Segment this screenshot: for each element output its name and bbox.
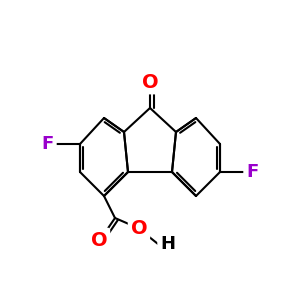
Text: H: H [160,235,175,253]
Text: F: F [42,135,54,153]
Text: O: O [131,218,147,238]
Text: F: F [246,163,258,181]
Text: O: O [142,73,158,92]
Text: O: O [91,230,107,250]
